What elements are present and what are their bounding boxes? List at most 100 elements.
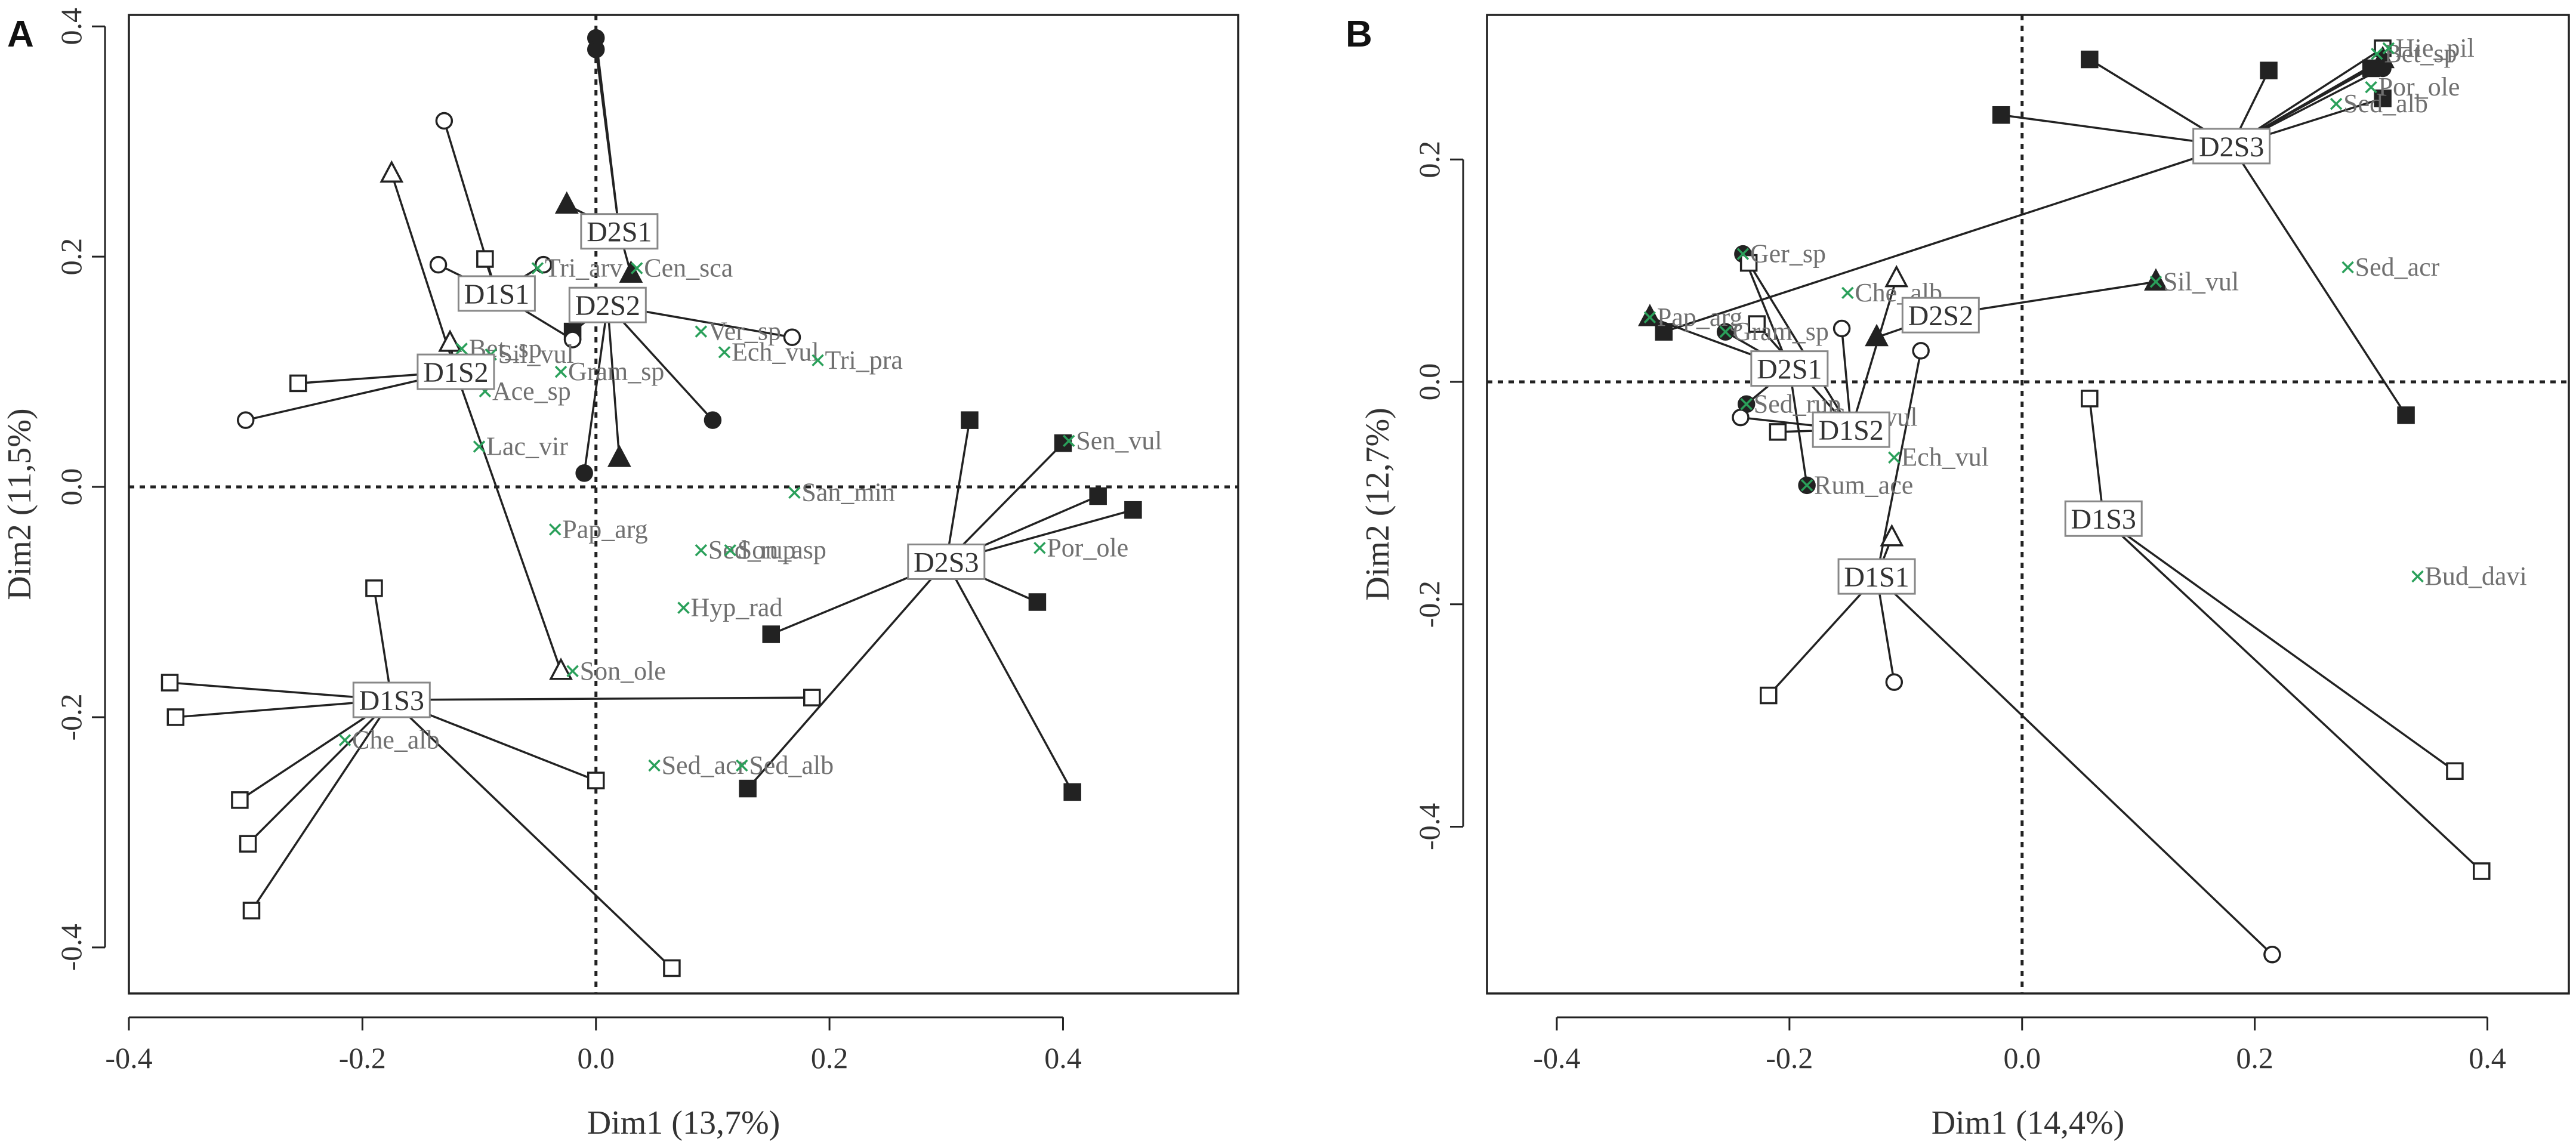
site-point-circle [563, 331, 582, 348]
site-point-square [762, 625, 780, 643]
centroid-label-d2s3: D2S3 [914, 547, 979, 578]
species-marker-gram-sp [554, 365, 567, 378]
species-label-sed-alb: Sed_alb [2343, 89, 2428, 118]
centroid-box [580, 213, 659, 250]
species-marker-hie-pil [2382, 42, 2395, 55]
site-link-d2s2 [607, 304, 714, 421]
species-label-che-alb: Che_alb [352, 726, 440, 755]
site-point-square [2473, 862, 2491, 880]
site-point-triangle [607, 445, 631, 467]
site-point-square [961, 411, 979, 429]
species-marker-sed-rup [1740, 398, 1753, 411]
site-link-d1s2 [1748, 262, 1852, 431]
species-label-sed-rup: Sed_rup [708, 535, 796, 564]
panel-letter: A [7, 14, 34, 55]
panel-a: A -0.4 -0.2 0.0 0.2 0.4 Dim1 (13,7%) -0.4 -0.2 0.… [1, 8, 1239, 1141]
site-point-square [663, 959, 681, 977]
centroid-label-d2s1: D2S1 [1757, 354, 1822, 385]
site-point-circle [587, 41, 605, 58]
site-point-circle [429, 255, 448, 274]
site-point-square [476, 250, 494, 268]
centroid-label-d2s2: D2S2 [1908, 300, 1973, 332]
panel-letter: B [1346, 14, 1372, 55]
site-point-square [2260, 61, 2278, 79]
plot-frame [1486, 14, 2570, 995]
site-link-d2s1 [1742, 254, 1791, 369]
y-tick-label: -0.2 [1412, 581, 1446, 628]
site-point-square [587, 771, 605, 789]
site-point-triangle [549, 658, 573, 680]
site-link-d2s3 [746, 561, 948, 789]
species-marker-sen-vul [1063, 434, 1075, 448]
centroid-box [1812, 411, 1890, 448]
species-marker-ech-vul [718, 346, 731, 359]
species-marker-son-ole [566, 665, 579, 677]
x-tick-label: 0.0 [577, 1041, 615, 1075]
species-label-son-asp: Son_asp [738, 535, 826, 564]
site-point-square [1769, 423, 1787, 441]
site-point-square [2446, 762, 2464, 780]
site-point-circle [1912, 342, 1930, 360]
species-marker-ver-sp [695, 325, 708, 338]
site-point-square [1992, 106, 2010, 124]
site-point-circle [1885, 673, 1904, 691]
centroid-box [457, 275, 536, 312]
y-tick-label: 0.2 [1412, 141, 1446, 178]
species-label-ver-sp: Ver_sp [708, 317, 781, 346]
species-label-ace-sp: Ace_sp [492, 377, 571, 406]
species-label-lac-vir: Lac_vir [486, 432, 568, 461]
x-tick-label: 0.2 [2236, 1041, 2273, 1075]
site-link-d1s3 [391, 696, 812, 701]
site-point-triangle [1880, 524, 1904, 547]
centroid-label-d1s2: D1S2 [1819, 415, 1884, 446]
species-marker-por-ole [1034, 542, 1046, 554]
species-marker-son-asp [724, 544, 737, 557]
site-point-square [2374, 90, 2392, 107]
species-marker-sed-acr [648, 759, 661, 772]
centroid-box [1837, 558, 1916, 595]
site-links [169, 38, 1134, 969]
site-link-d1s3 [251, 699, 393, 912]
site-link-d2s1 [595, 49, 621, 232]
y-tick-label: 0.0 [54, 468, 88, 506]
species-label-sed-alb: Sed_alb [749, 751, 834, 780]
y-tick-label: 0.0 [1412, 363, 1446, 401]
site-point-square [242, 902, 261, 919]
species-marker-sil-vul [2149, 276, 2162, 288]
site-point-triangle [1865, 323, 1889, 347]
species-label-sen-vul: Sen_vul [1076, 426, 1162, 455]
centroid-box [352, 681, 431, 718]
site-point-circle [783, 328, 801, 346]
centroid-box [417, 353, 495, 390]
site-link-d1s2 [1850, 278, 1898, 430]
site-point-triangle [438, 329, 462, 352]
plot-frame [128, 14, 1239, 995]
species-label-bet-sp: Bet_sp [2384, 39, 2457, 68]
centroid-label-d1s3: D1S3 [359, 685, 424, 717]
x-tick-label: 0.4 [2469, 1041, 2506, 1075]
centroid-label-d1s1: D1S1 [464, 279, 529, 310]
species-label-tri-pra: Tri_pra [825, 345, 903, 375]
species-label-pap-arg: Pap_arg [1657, 303, 1742, 332]
centroid-box [2064, 500, 2143, 537]
site-link-d2s3 [945, 561, 1073, 793]
site-link-d1s3 [247, 699, 393, 845]
species-marker-bud-davi [2411, 570, 2424, 583]
site-point-circle [1832, 319, 1851, 338]
species-marker-tri-pra [812, 354, 824, 367]
species-marker-san-min [788, 486, 801, 499]
site-point-square [2397, 406, 2415, 424]
centroid-label-d2s1: D2S1 [587, 217, 652, 248]
species-marker-hyp-rad [677, 601, 690, 614]
site-link-d1s3 [2103, 517, 2455, 772]
species-marker-sed-alb [2330, 97, 2343, 110]
site-point-square [161, 674, 179, 692]
site-point-square [1655, 323, 1673, 341]
centroid-box [1901, 297, 1980, 334]
site-point-square [166, 708, 185, 726]
site-point-square [803, 689, 821, 706]
species-marker-sed-alb [736, 759, 748, 772]
site-link-d1s1 [1875, 575, 2273, 956]
site-point-triangle [1884, 264, 1909, 288]
